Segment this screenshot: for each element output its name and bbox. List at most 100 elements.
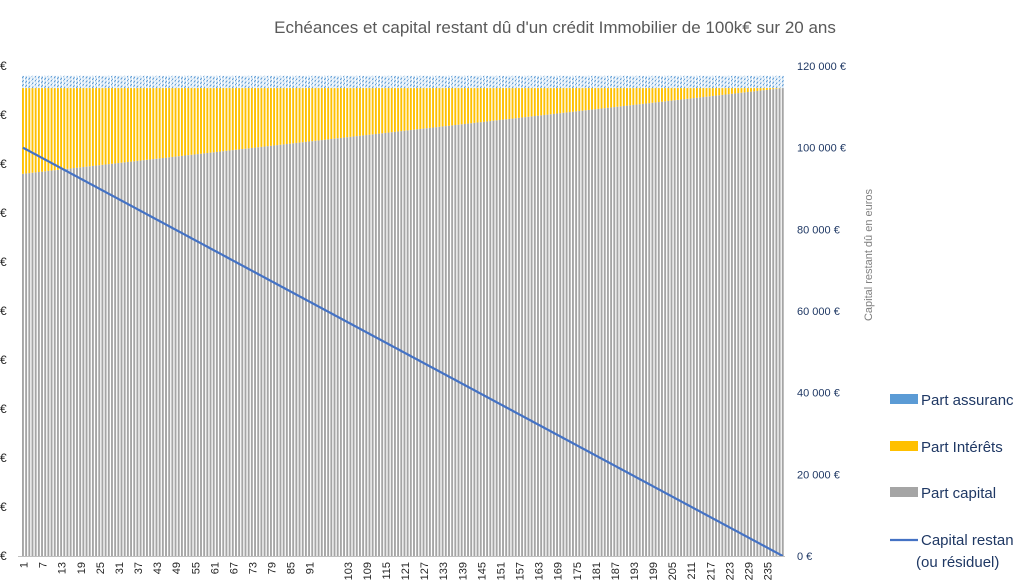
bar-capital	[317, 140, 320, 556]
bar-capital	[670, 100, 673, 556]
x-axis-tick-label: 61	[209, 562, 221, 574]
bar-capital	[645, 103, 648, 557]
bar-interets	[540, 88, 543, 116]
bar-capital	[460, 124, 463, 556]
bar-interets	[517, 88, 520, 118]
bar-interets	[330, 88, 333, 139]
bar-interets	[578, 88, 581, 112]
bar-assurance	[482, 75, 485, 89]
bar-capital	[22, 173, 24, 557]
bar-assurance	[683, 75, 686, 89]
bar-assurance	[384, 75, 387, 89]
bar-interets	[273, 88, 276, 146]
bar-interets	[489, 88, 492, 122]
bar-assurance	[715, 75, 717, 89]
bar-interets	[505, 88, 508, 120]
x-axis-tick-label: 37	[133, 562, 145, 574]
bar-assurance	[600, 75, 603, 89]
bar-capital	[622, 105, 625, 557]
bar-capital	[215, 151, 218, 557]
bar-assurance	[104, 75, 107, 89]
bar-capital	[180, 155, 183, 557]
bar-assurance	[200, 75, 202, 89]
bar-interets	[145, 88, 148, 160]
bar-capital	[441, 126, 444, 556]
bar-assurance	[107, 75, 110, 89]
bar-assurance	[444, 75, 447, 89]
bar-capital	[419, 128, 422, 557]
bar-assurance	[571, 75, 574, 89]
bar-interets	[107, 88, 110, 165]
bar-assurance	[552, 75, 555, 89]
bar-interets	[629, 88, 632, 106]
bar-interets	[416, 88, 419, 130]
bar-assurance	[339, 75, 342, 89]
x-axis-tick-label: 43	[152, 562, 164, 574]
bar-assurance	[203, 75, 206, 89]
right-axis-tick-label: 80 000 €	[797, 224, 840, 236]
bar-capital	[476, 122, 479, 556]
bar-capital	[581, 110, 584, 556]
bar-assurance	[298, 75, 301, 89]
bar-assurance	[222, 75, 225, 89]
bar-assurance	[190, 75, 193, 89]
bar-interets	[66, 88, 69, 169]
bar-capital	[702, 97, 705, 557]
x-axis-tick-label: 73	[248, 562, 260, 574]
left-axis: € € € € € € € € € € €	[0, 59, 7, 563]
bar-interets	[673, 88, 676, 101]
bar-assurance	[616, 75, 619, 89]
bar-assurance	[247, 75, 250, 89]
bar-capital	[552, 113, 555, 557]
bar-interets	[371, 88, 374, 135]
bar-interets	[705, 88, 708, 97]
bar-assurance	[301, 75, 304, 89]
bar-interets	[95, 88, 98, 166]
bar-interets	[60, 88, 63, 170]
bar-interets	[734, 88, 737, 94]
bar-capital	[549, 114, 552, 556]
bar-capital	[667, 100, 670, 557]
bar-assurance	[670, 75, 673, 89]
bar-capital	[352, 136, 355, 556]
bar-capital	[289, 143, 291, 556]
bar-interets	[740, 88, 743, 93]
bar-assurance	[648, 75, 651, 89]
bar-interets	[168, 88, 171, 158]
bar-capital	[740, 92, 743, 556]
bar-assurance	[403, 75, 406, 89]
bar-interets	[619, 88, 622, 107]
bar-assurance	[63, 75, 66, 89]
bar-interets	[50, 88, 53, 171]
bar-assurance	[654, 75, 657, 89]
x-axis-tick-label: 145	[476, 562, 488, 580]
bar-capital	[635, 104, 638, 556]
bar-capital	[689, 98, 692, 557]
bar-interets	[683, 88, 686, 100]
bar-interets	[591, 88, 593, 110]
bar-interets	[543, 88, 546, 115]
x-axis-tick-label: 103	[343, 562, 355, 580]
bar-interets	[661, 88, 663, 102]
bar-capital	[772, 89, 775, 557]
bar-capital	[212, 152, 215, 556]
bar-capital	[209, 152, 212, 556]
bar-capital	[562, 112, 565, 556]
bar-capital	[571, 111, 574, 556]
bar-assurance	[120, 75, 123, 89]
bar-interets	[584, 88, 587, 111]
bar-assurance	[37, 75, 40, 89]
bar-capital	[63, 169, 66, 556]
bar-capital	[750, 91, 752, 556]
bar-capital	[273, 145, 276, 556]
bar-assurance	[215, 75, 218, 89]
bar-capital	[530, 116, 533, 557]
bar-interets	[409, 88, 412, 131]
bar-capital	[130, 161, 132, 556]
bar-capital	[753, 91, 756, 556]
bar-interets	[381, 88, 384, 134]
bar-assurance	[244, 75, 247, 89]
bar-assurance	[219, 75, 222, 89]
bar-capital	[98, 165, 101, 556]
bar-assurance	[378, 75, 380, 89]
